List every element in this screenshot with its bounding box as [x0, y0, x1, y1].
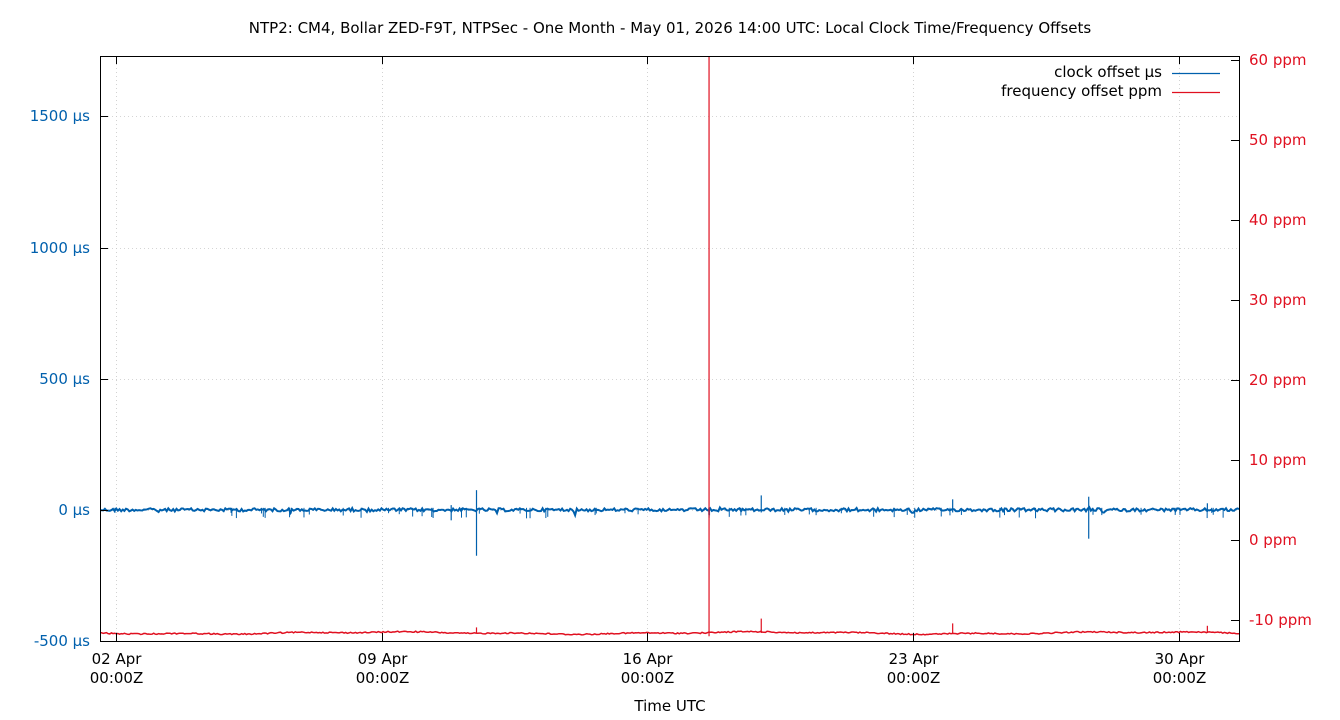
- left-y-tick-label: 0 µs: [58, 500, 90, 519]
- chart-title: NTP2: CM4, Bollar ZED-F9T, NTPSec - One …: [248, 19, 1092, 37]
- series-trace: [100, 630, 1240, 636]
- right-y-tick-label: 30 ppm: [1249, 290, 1307, 309]
- x-tick-time: 00:00Z: [1152, 669, 1207, 687]
- plot-border: [100, 56, 1240, 642]
- series-trace: [100, 505, 1240, 519]
- right-y-tick-label: 60 ppm: [1249, 50, 1307, 69]
- legend-lines: [1172, 72, 1220, 94]
- x-tick-time: 00:00Z: [886, 669, 941, 687]
- x-tick-date: 23 Apr: [888, 650, 939, 668]
- series-clock-offset: [100, 490, 1240, 556]
- series-layer: [100, 56, 1240, 637]
- right-y-tick-label: 40 ppm: [1249, 210, 1307, 229]
- right-y-tick-label: 20 ppm: [1249, 370, 1307, 389]
- x-tick-label: 02 Apr 00:00Z: [67, 650, 167, 688]
- tick-layer: [100, 56, 1239, 642]
- right-y-tick-label: -10 ppm: [1249, 610, 1312, 629]
- left-y-tick-label: 1500 µs: [29, 106, 90, 125]
- x-tick-label: 23 Apr 00:00Z: [864, 650, 964, 688]
- series-frequency-offset: [100, 56, 1240, 637]
- left-y-tick-label: 500 µs: [39, 369, 90, 388]
- left-y-tick-label: -500 µs: [33, 631, 90, 650]
- x-tick-date: 02 Apr: [91, 650, 142, 668]
- x-tick-date: 16 Apr: [622, 650, 673, 668]
- left-y-tick-label: 1000 µs: [29, 238, 90, 257]
- right-y-tick-label: 50 ppm: [1249, 130, 1307, 149]
- right-y-tick-label: 0 ppm: [1249, 530, 1297, 549]
- x-tick-date: 30 Apr: [1154, 650, 1205, 668]
- legend-entry: clock offset µs: [1054, 63, 1162, 81]
- grid-layer: [100, 56, 1239, 641]
- x-tick-time: 00:00Z: [620, 669, 675, 687]
- x-tick-label: 09 Apr 00:00Z: [333, 650, 433, 688]
- x-tick-label: 16 Apr 00:00Z: [598, 650, 698, 688]
- x-tick-label: 30 Apr 00:00Z: [1130, 650, 1230, 688]
- right-y-tick-label: 10 ppm: [1249, 450, 1307, 469]
- x-tick-time: 00:00Z: [355, 669, 410, 687]
- legend-entry: frequency offset ppm: [1001, 82, 1162, 100]
- x-axis-title: Time UTC: [634, 697, 706, 715]
- x-tick-date: 09 Apr: [357, 650, 408, 668]
- x-tick-time: 00:00Z: [89, 669, 144, 687]
